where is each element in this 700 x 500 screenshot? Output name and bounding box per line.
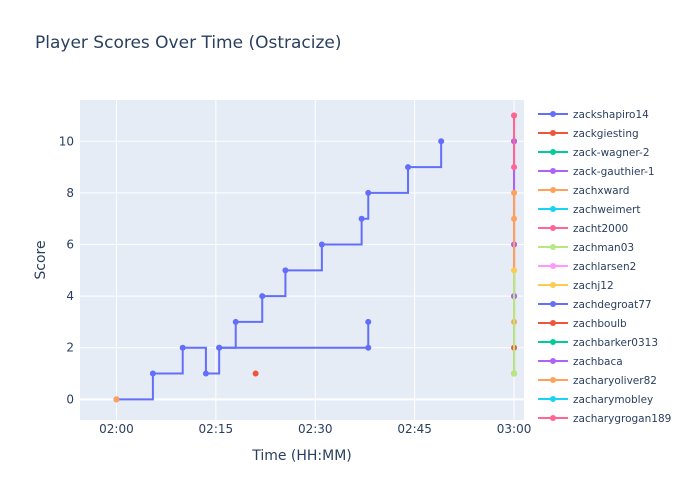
plot-background [80, 100, 524, 420]
legend-label: zacharygrogan189 [573, 413, 671, 425]
legend-label: zachman03 [573, 242, 634, 254]
legend-label: zacharyoliver82 [573, 375, 657, 387]
legend-item[interactable]: zachman03 [538, 242, 634, 254]
data-point [252, 370, 259, 377]
legend-label: zachbaca [573, 356, 623, 368]
legend-swatch-marker [550, 111, 556, 117]
data-point [232, 318, 239, 325]
data-point [113, 396, 120, 403]
data-point [511, 370, 518, 377]
y-tick-labels: 0 2 4 6 8 10 [59, 134, 74, 406]
x-axis-title: Time (HH:MM) [251, 448, 352, 464]
data-point [259, 293, 266, 300]
legend-label: zacht2000 [573, 223, 628, 235]
legend-swatch-marker [550, 244, 556, 250]
legend-label: zacharymobley [573, 394, 653, 406]
legend: zackshapiro14 zackgiesting zack-wagner-2 za… [538, 109, 671, 425]
data-point [318, 241, 325, 248]
legend-item[interactable]: zacharyoliver82 [538, 375, 657, 387]
y-tick-label: 8 [66, 186, 74, 200]
x-tick-label: 03:00 [497, 422, 532, 436]
legend-label: zack-gauthier-1 [573, 166, 655, 178]
y-tick-label: 10 [59, 134, 74, 148]
legend-label: zachlarsen2 [573, 261, 636, 273]
legend-swatch-marker [550, 282, 556, 288]
legend-swatch-marker [550, 377, 556, 383]
data-point [358, 215, 365, 222]
data-point [511, 267, 518, 274]
legend-label: zachweimert [573, 204, 640, 216]
y-tick-label: 6 [66, 238, 74, 252]
legend-label: zackgiesting [573, 128, 639, 140]
legend-item[interactable]: zachlarsen2 [538, 261, 636, 273]
legend-item[interactable]: zackshapiro14 [538, 109, 649, 121]
legend-swatch-marker [550, 168, 556, 174]
grid [80, 100, 524, 420]
data-point [365, 344, 372, 351]
x-tick-label: 02:45 [397, 422, 432, 436]
data-point [149, 370, 156, 377]
chart-title: Player Scores Over Time (Ostracize) [35, 33, 342, 53]
legend-swatch-marker [550, 396, 556, 402]
legend-swatch-marker [550, 187, 556, 193]
legend-item[interactable]: zackgiesting [538, 128, 639, 140]
legend-swatch-marker [550, 263, 556, 269]
legend-item[interactable]: zack-gauthier-1 [538, 166, 655, 178]
y-axis-title: Score [33, 240, 49, 279]
data-point [511, 215, 518, 222]
legend-swatch-marker [550, 339, 556, 345]
data-point [282, 267, 289, 274]
data-point [438, 138, 445, 145]
legend-label: zachboulb [573, 318, 627, 330]
x-tick-label: 02:15 [199, 422, 234, 436]
data-point [365, 318, 372, 325]
legend-item[interactable]: zacht2000 [538, 223, 628, 235]
x-tick-labels: 02:00 02:15 02:30 02:45 03:00 [99, 422, 531, 436]
data-point [511, 164, 518, 171]
legend-item[interactable]: zachdegroat77 [538, 299, 652, 311]
legend-item[interactable]: zack-wagner-2 [538, 147, 650, 159]
y-tick-label: 0 [66, 392, 74, 406]
legend-item[interactable]: zacharymobley [538, 394, 653, 406]
data-point [511, 112, 518, 119]
legend-item[interactable]: zachxward [538, 185, 629, 197]
x-tick-label: 02:00 [99, 422, 134, 436]
data-point [511, 189, 518, 196]
data-point [405, 164, 412, 171]
legend-swatch-marker [550, 320, 556, 326]
legend-swatch-marker [550, 415, 556, 421]
legend-label: zack-wagner-2 [573, 147, 650, 159]
legend-item[interactable]: zacharygrogan189 [538, 413, 671, 425]
x-tick-label: 02:30 [298, 422, 333, 436]
legend-label: zackshapiro14 [573, 109, 649, 121]
data-point [216, 344, 223, 351]
data-point [179, 344, 186, 351]
legend-swatch-marker [550, 301, 556, 307]
y-tick-label: 4 [66, 289, 74, 303]
legend-item[interactable]: zachbaca [538, 356, 623, 368]
legend-swatch-marker [550, 358, 556, 364]
legend-swatch-marker [550, 206, 556, 212]
legend-item[interactable]: zachboulb [538, 318, 627, 330]
legend-swatch-marker [550, 225, 556, 231]
data-point [365, 189, 372, 196]
data-point [202, 370, 209, 377]
legend-label: zachj12 [573, 280, 614, 292]
legend-item[interactable]: zachweimert [538, 204, 640, 216]
y-tick-label: 2 [66, 341, 74, 355]
series-layer [113, 112, 518, 403]
legend-item[interactable]: zachj12 [538, 280, 614, 292]
legend-label: zachbarker0313 [573, 337, 658, 349]
legend-label: zachxward [573, 185, 629, 197]
legend-item[interactable]: zachbarker0313 [538, 337, 658, 349]
legend-label: zachdegroat77 [573, 299, 652, 311]
legend-swatch-marker [550, 130, 556, 136]
legend-swatch-marker [550, 149, 556, 155]
